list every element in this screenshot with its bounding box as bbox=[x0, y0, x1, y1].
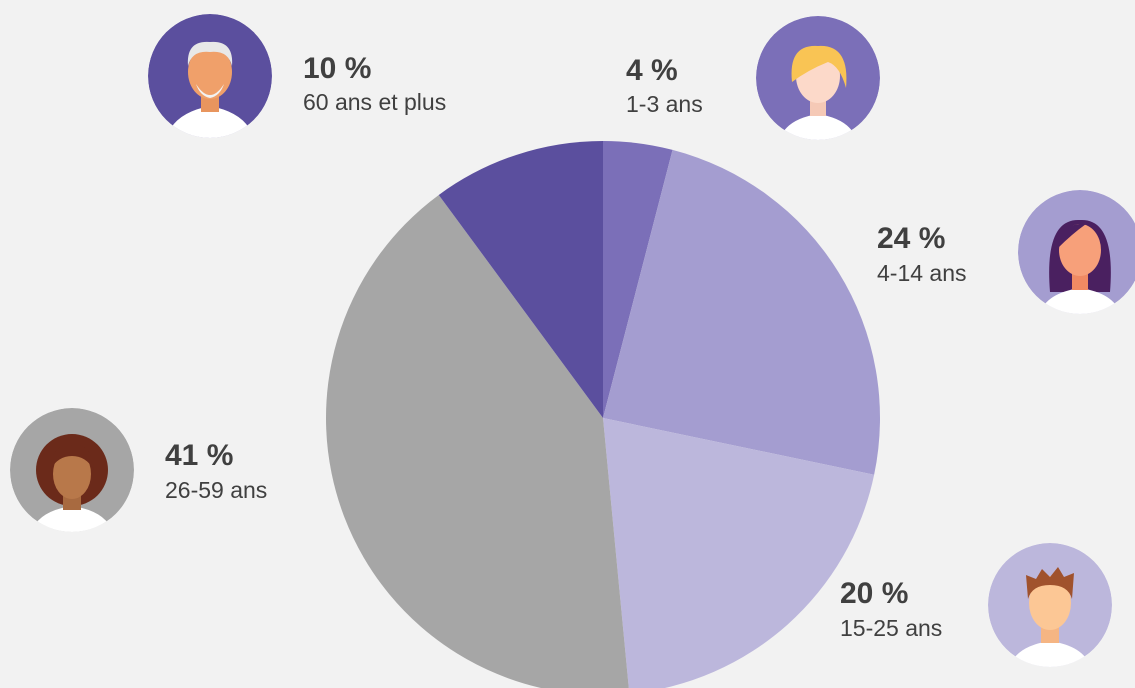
category-label: 26-59 ans bbox=[165, 477, 267, 503]
value-label: 4 % bbox=[626, 54, 678, 87]
avatar-girl bbox=[1018, 190, 1135, 322]
avatar-senior bbox=[148, 14, 272, 146]
avatar-woman bbox=[10, 408, 134, 540]
category-label: 4-14 ans bbox=[877, 260, 967, 286]
pie bbox=[326, 141, 880, 688]
value-label: 24 % bbox=[877, 222, 945, 255]
chart: 4 % 1-3 ans 24 % 4-14 ans 20 % 15-25 ans 41 % 2… bbox=[0, 0, 1135, 688]
value-label: 20 % bbox=[840, 577, 908, 610]
value-label: 10 % bbox=[303, 52, 371, 85]
avatar-child bbox=[756, 16, 880, 148]
value-label: 41 % bbox=[165, 439, 233, 472]
avatar-young-man bbox=[988, 543, 1112, 675]
category-label: 60 ans et plus bbox=[303, 89, 446, 115]
category-label: 15-25 ans bbox=[840, 615, 942, 641]
category-label: 1-3 ans bbox=[626, 91, 703, 117]
